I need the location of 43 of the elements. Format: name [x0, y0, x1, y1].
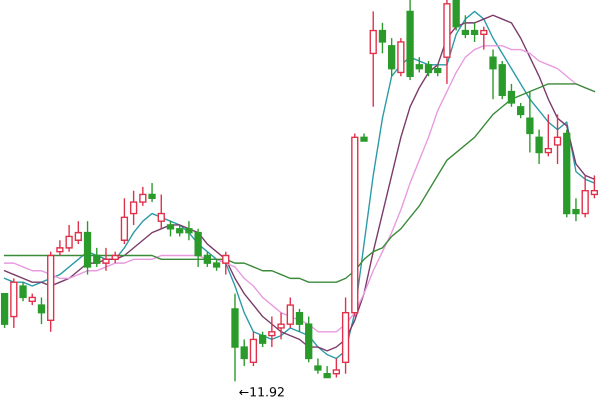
- candlestick: [508, 83, 516, 108]
- text: ←11.92: [239, 387, 284, 397]
- candlestick: [370, 10, 377, 108]
- candlestick: [277, 312, 285, 340]
- candlestick: [378, 22, 386, 54]
- candlestick: [268, 316, 276, 348]
- candlestick: [434, 64, 442, 77]
- candlestick: [120, 198, 128, 245]
- candlestick: [250, 331, 258, 367]
- candlestick: [258, 331, 266, 348]
- candlestick: [535, 128, 543, 165]
- candlestick: [185, 220, 193, 241]
- candlestick: [517, 102, 524, 119]
- candlestick: [424, 60, 432, 77]
- candlestick: [462, 14, 470, 39]
- candlestick: [176, 224, 184, 238]
- candlestick: [388, 37, 396, 77]
- candlestick: [19, 282, 27, 302]
- candlestick: [526, 90, 534, 154]
- candlestick: [572, 198, 580, 222]
- candlestick: [416, 56, 423, 74]
- candlestick: [112, 250, 119, 264]
- candlestick: [56, 240, 64, 256]
- candlestick: [286, 296, 294, 329]
- candlestick: [332, 358, 340, 378]
- candlestick: [166, 220, 174, 238]
- candlestick: [544, 114, 552, 158]
- candlestick: [296, 308, 304, 332]
- candlestick: [554, 114, 562, 165]
- candlestick: [38, 296, 46, 325]
- candlestick: [470, 22, 478, 43]
- candlestick: [212, 258, 220, 272]
- candlestick: [324, 365, 331, 378]
- candlestick: [148, 182, 156, 203]
- candlestick: [28, 292, 36, 306]
- candlestick: [222, 250, 230, 276]
- candlestick: [314, 358, 322, 374]
- candlestick: [480, 26, 488, 50]
- candlestick: [240, 338, 248, 367]
- candlestick: [489, 48, 497, 100]
- candlestick: [93, 247, 100, 268]
- candlestick: [102, 247, 110, 272]
- candlestick: [158, 194, 165, 230]
